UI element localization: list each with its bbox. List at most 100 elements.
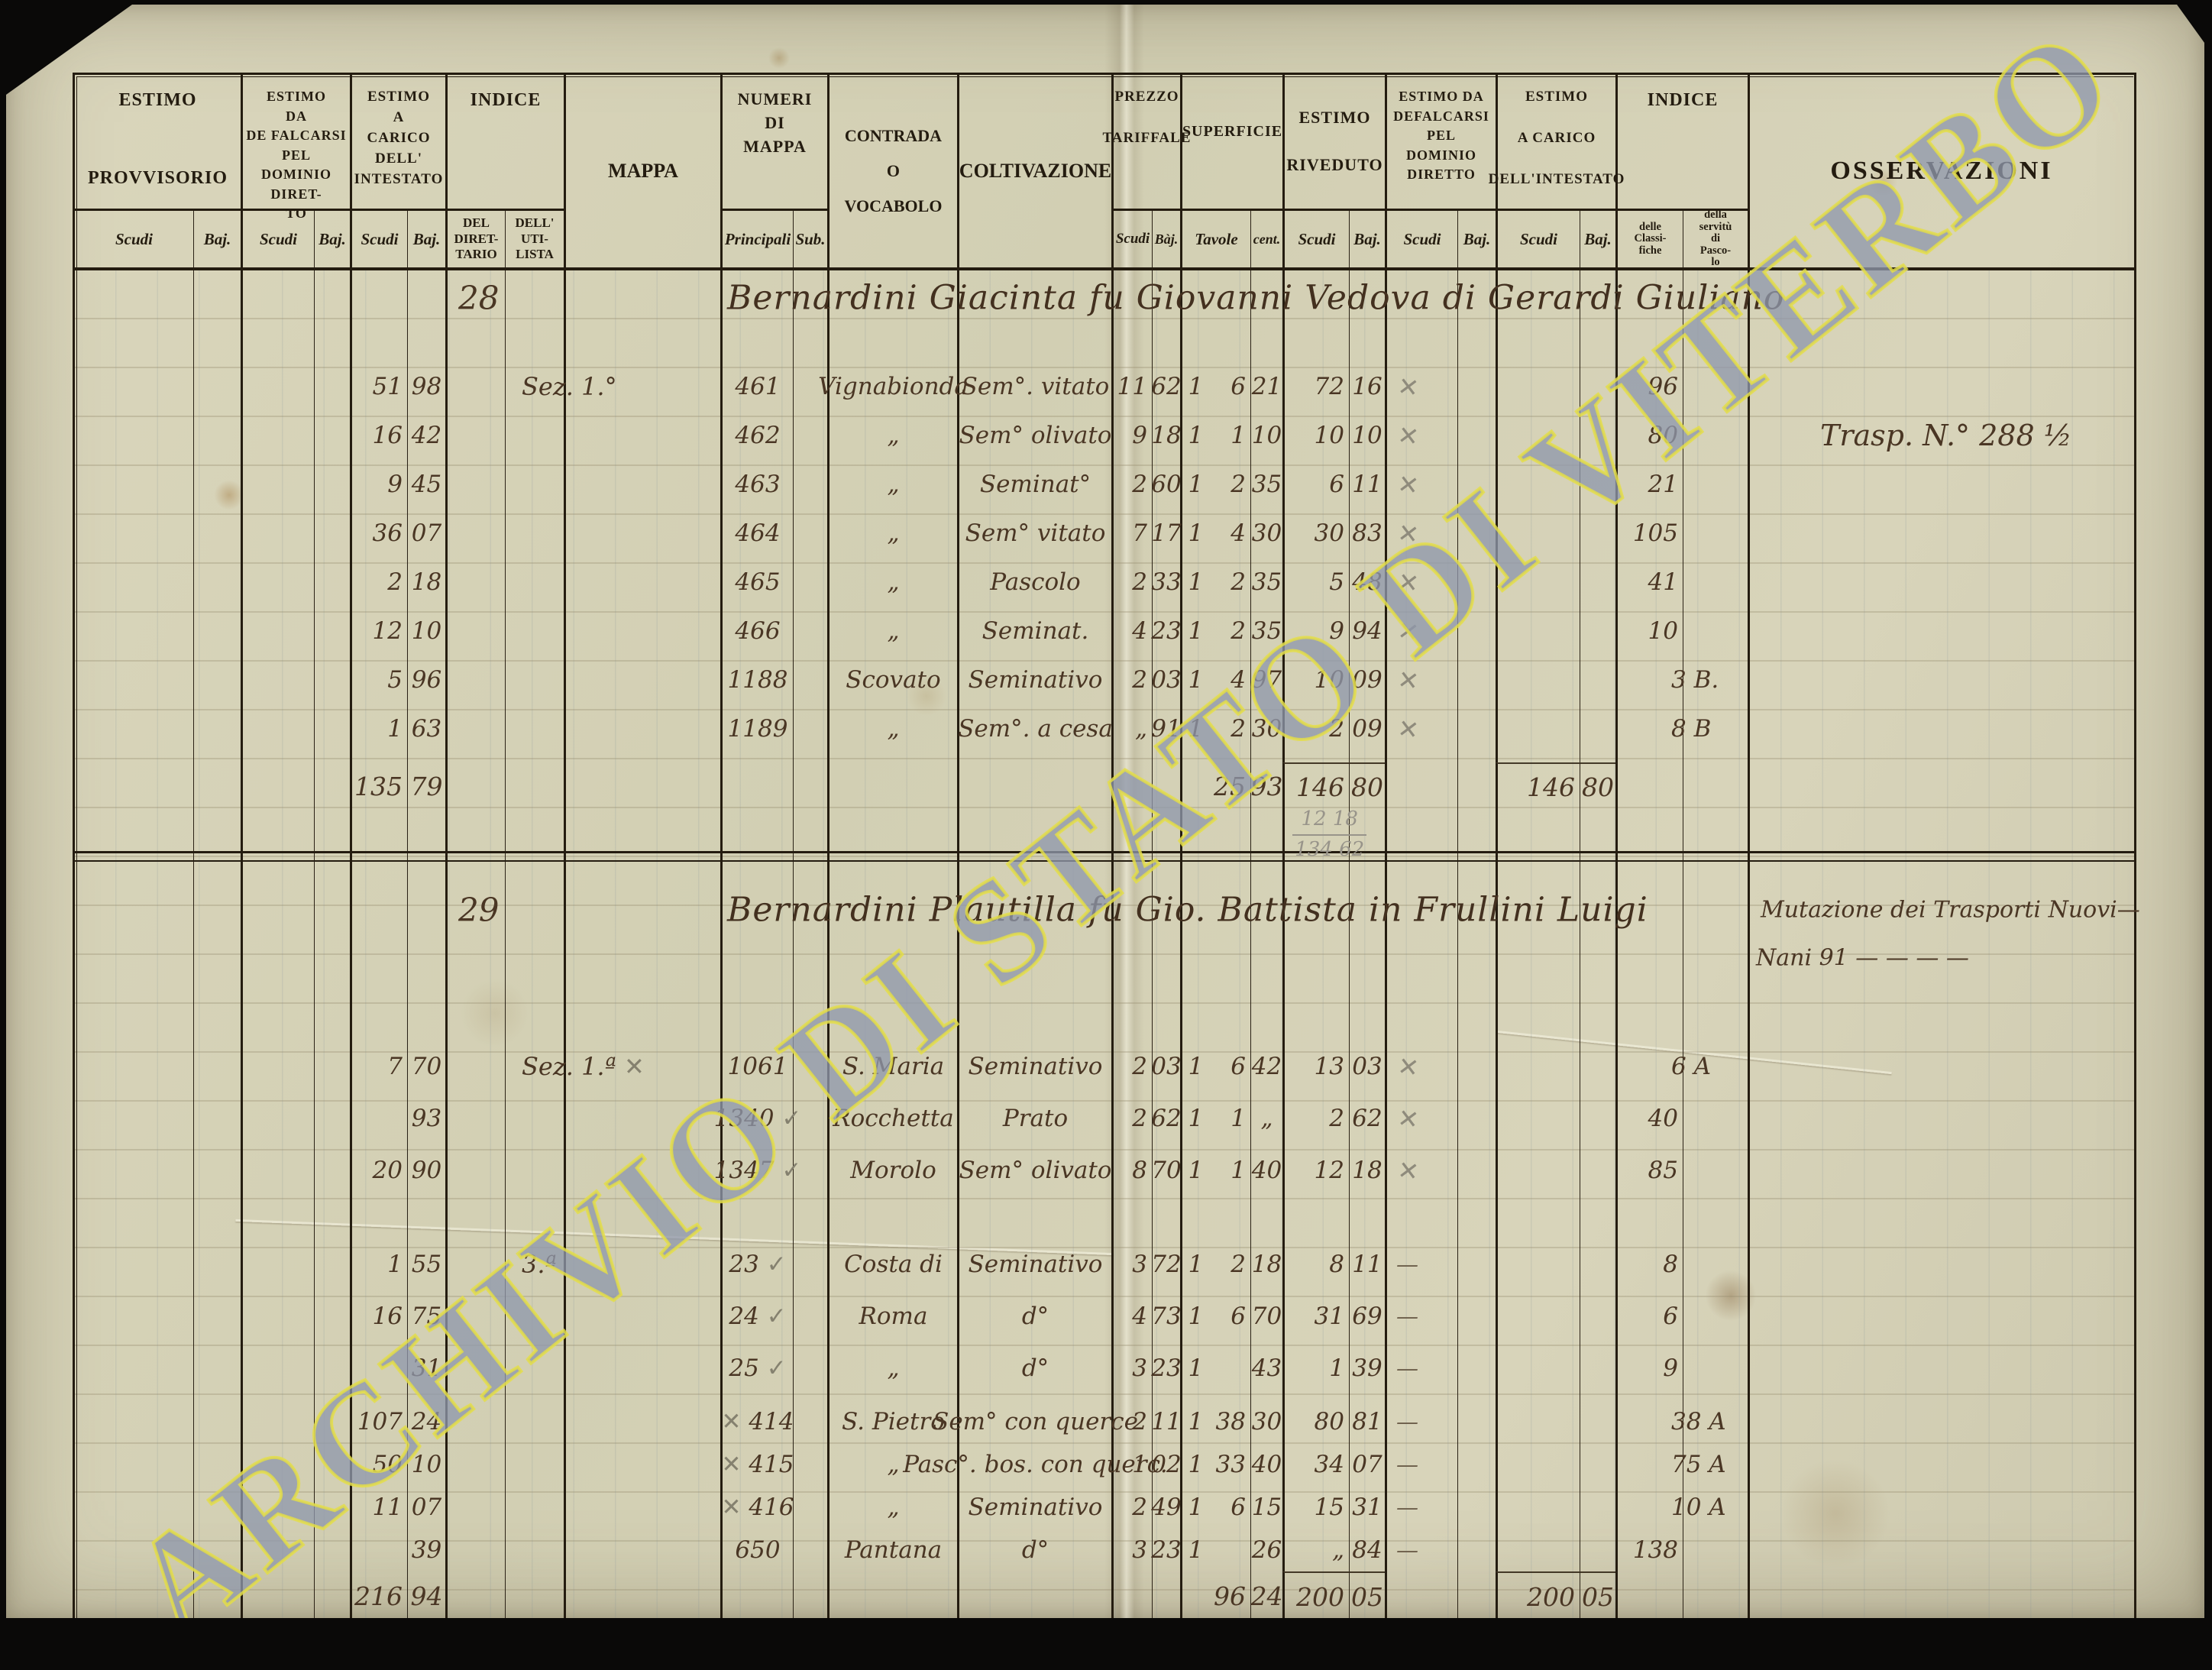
cell-d2_s: ✕ — [1385, 704, 1457, 753]
handwritten-entry: 16 — [372, 1303, 403, 1330]
cell-dir — [445, 1092, 505, 1144]
cell-ec_b: 63 — [407, 704, 445, 753]
cell-ec_b — [407, 1196, 445, 1238]
cell-mappa — [564, 973, 720, 1041]
cell-clas: 9 — [1615, 1342, 1683, 1394]
cell-sub — [793, 853, 827, 860]
handwritten-entry: 8 B — [1671, 715, 1712, 743]
cell-ec_s — [350, 853, 407, 860]
cell-d2_s: — — [1385, 1529, 1457, 1571]
cell-c2_s — [1496, 704, 1580, 753]
cell-mappa: Sez. 1.ª ✕ — [522, 1041, 720, 1092]
cell-sub — [793, 753, 827, 762]
cell-sup_q: 1 — [1180, 460, 1209, 509]
handwritten-entry: 2 — [1231, 1251, 1246, 1278]
subcol-scudi: Scudi — [350, 211, 407, 267]
cell-clas: 8 — [1615, 1238, 1683, 1290]
handwritten-entry: 3 — [1132, 1354, 1147, 1382]
cell-d2_b — [1457, 558, 1496, 607]
cell-uti — [505, 877, 564, 943]
handwritten-entry: 2 — [1231, 617, 1246, 645]
cell-pasc — [1683, 270, 1748, 325]
handwritten-entry: Seminativo — [968, 1053, 1103, 1080]
cell-c2_b — [1580, 1290, 1615, 1342]
cell-colt — [957, 753, 1111, 762]
handwritten-entry: 13 — [1314, 1053, 1344, 1080]
cell-sup_t — [1209, 1342, 1250, 1394]
cell-c2_b — [1580, 862, 1615, 877]
cell-colt — [957, 810, 1111, 851]
cell-dir — [445, 655, 505, 704]
cell-pasc — [1683, 1342, 1748, 1394]
cell-pasc — [1683, 607, 1748, 655]
cell-sup_q — [1180, 877, 1209, 943]
cell-pasc — [1683, 1571, 1748, 1618]
cell-ep_b — [193, 1443, 241, 1486]
handwritten-entry: 84 — [1352, 1536, 1382, 1564]
cell-riv_s: 146 12 18 134 62 — [1282, 762, 1367, 861]
cell-pz_s — [1111, 862, 1152, 877]
handwritten-entry: Rocchetta — [833, 1105, 954, 1132]
cell-c2_b — [1580, 509, 1615, 558]
cell-sub — [793, 1571, 827, 1618]
cell-mappa — [564, 753, 720, 762]
handwritten-entry: 146 — [1527, 772, 1575, 802]
row-data: 51 98 Sez. 1.° 461 Vignabionda Sem°. vitato 11… — [75, 362, 2134, 411]
cell-riv_s — [1282, 1196, 1349, 1238]
handwritten-entry: 15 — [1251, 1494, 1282, 1521]
cell-pasc — [1683, 1144, 1748, 1196]
handwritten-entry: 33 — [1215, 1451, 1246, 1478]
pencil-cross-mark: ✕ — [1395, 516, 1421, 550]
cell-oss — [1748, 1394, 2133, 1400]
cell-ed_s — [241, 1400, 314, 1443]
col-header-superficie: SUPERFICIE — [1180, 75, 1282, 211]
cell-princ: 466 — [720, 607, 793, 655]
handwritten-entry: 97 — [1251, 666, 1282, 694]
cell-c2_b — [1580, 1092, 1615, 1144]
handwritten-entry: 25 ✓ — [729, 1354, 787, 1382]
cell-ep_s — [75, 1290, 193, 1342]
cell-riv_s — [1282, 943, 1349, 973]
cell-colt: Seminativo — [957, 1486, 1111, 1529]
cell-sup_c — [1250, 753, 1282, 762]
cell-d2_b — [1457, 460, 1496, 509]
cell-ec_s: 16 — [350, 1290, 407, 1342]
cell-sup_c: 42 — [1250, 1041, 1282, 1092]
row-data: 107 24 ✕ 414 S. Pietro Sem° con querce 2 11 1 38… — [75, 1400, 2134, 1443]
cell-c2_b — [1580, 1443, 1615, 1486]
cell-d2_b — [1457, 1342, 1496, 1394]
subcol-utilista: DELL' UTI- LISTA — [505, 211, 564, 267]
cell-riv_s — [1282, 753, 1349, 762]
cell-d2_b — [1457, 862, 1496, 877]
cell-ec_s: 7 — [350, 1041, 407, 1092]
handwritten-entry: 18 — [1251, 1251, 1282, 1278]
cell-oss — [1748, 1144, 2133, 1196]
cell-ep_b — [193, 460, 241, 509]
cell-ec_b: 75 — [407, 1290, 445, 1342]
cell-pasc — [1683, 558, 1748, 607]
handwritten-entry: 12 — [1314, 1157, 1344, 1184]
cell-contrada: „ — [827, 607, 957, 655]
handwritten-entry: 62 — [1352, 1105, 1382, 1132]
cell-d2_s — [1385, 1196, 1457, 1238]
handwritten-entry: 31 — [1352, 1494, 1382, 1521]
cell-clas: 96 — [1615, 362, 1683, 411]
cell-sup_t: 6 — [1209, 1290, 1250, 1342]
cell-riv_s: 31 — [1282, 1290, 1349, 1342]
cell-princ: 1189 — [720, 704, 793, 753]
cell-colt — [957, 762, 1111, 810]
handwritten-entry: 5 — [387, 666, 403, 694]
cell-riv_s — [1282, 1394, 1349, 1400]
handwritten-entry: 60 — [1151, 471, 1182, 498]
handwritten-entry: 16 — [1352, 373, 1382, 400]
subcol-baj: Baj. — [1349, 211, 1385, 267]
row-data: 1 55 3.ª 23 ✓ Costa di Seminativo 3 72 1 2 18 8 11—8 — [75, 1238, 2134, 1290]
cell-ep_s — [75, 460, 193, 509]
cell-oss: Nani 91 — — — — — [1748, 943, 2133, 973]
handwritten-entry: 1 — [1188, 1053, 1204, 1080]
cell-dir: 28 — [445, 270, 505, 325]
handwritten-entry: 73 — [1151, 1303, 1182, 1330]
cell-pz_b: 03 — [1151, 1041, 1182, 1092]
handwritten-entry: 4 — [1231, 519, 1246, 547]
cell-colt: Seminativo — [957, 1238, 1111, 1290]
